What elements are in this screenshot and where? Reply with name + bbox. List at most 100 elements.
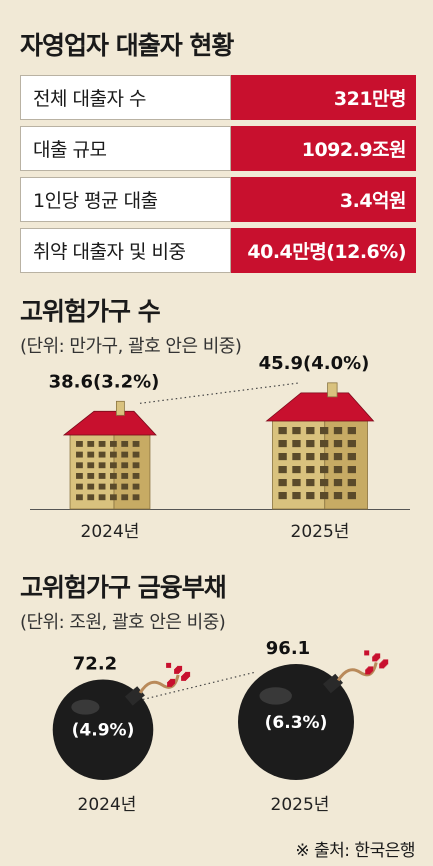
house-window (98, 440, 106, 447)
summary-label: 대출 규모 (20, 126, 231, 171)
households-chart: 38.6(3.2%) 2024년 45.9(4.0%) 2025년 (30, 355, 410, 542)
house-window (333, 453, 343, 461)
house-window (76, 451, 83, 458)
house-chimney (327, 382, 338, 398)
page-title: 자영업자 대출자 현황 (20, 31, 234, 60)
house-window (333, 427, 343, 435)
house-window (110, 440, 117, 447)
house-window (347, 440, 356, 448)
house-window (121, 451, 129, 458)
data-label: 38.6(3.2%) (49, 371, 160, 392)
house-window (306, 453, 315, 461)
summary-value: 321만명 (231, 75, 416, 120)
house-window (306, 466, 315, 474)
house-window (87, 494, 95, 501)
data-label: 72.2 (73, 653, 117, 674)
house-window (306, 479, 315, 487)
house-window (87, 440, 95, 447)
house-bar (62, 400, 157, 510)
trend-connector (139, 382, 301, 404)
house-window (98, 472, 106, 479)
share-label: (6.3%) (265, 713, 328, 733)
house-window (347, 492, 356, 500)
spark-pixel (364, 650, 370, 656)
house-window (132, 462, 140, 469)
bomb-bar (52, 662, 191, 780)
house-window (87, 472, 95, 479)
house-window (98, 483, 106, 490)
house-window (333, 492, 343, 500)
house-window (76, 462, 83, 469)
summary-label: 취약 대출자 및 비중 (20, 228, 231, 273)
summary-label: 전체 대출자 수 (20, 75, 231, 120)
spark-pixel (185, 671, 191, 677)
house-window (320, 492, 329, 500)
house-wall-side (113, 434, 151, 510)
house-window (132, 494, 140, 501)
spark-pixel (383, 659, 389, 665)
house-window (87, 483, 95, 490)
debt-chart: (4.9%) 72.2 2024년 (6.3%) 96.1 2025년 (52, 638, 389, 815)
house-window (76, 472, 83, 479)
house-window (292, 479, 301, 487)
bomb-bar (238, 650, 389, 780)
share-label: (4.9%) (72, 721, 135, 741)
spark-pixel (166, 662, 172, 668)
house-window (292, 427, 301, 435)
house-window (320, 440, 329, 448)
house-window (76, 440, 83, 447)
house-window (320, 479, 329, 487)
house-window (347, 466, 356, 474)
debt-chart-title: 고위험가구 금융부채 (20, 573, 227, 602)
spark-pixel (375, 653, 381, 659)
summary-value: 40.4만명(12.6%) (231, 228, 416, 273)
house-window (347, 453, 356, 461)
house-window (278, 466, 287, 474)
summary-row: 1인당 평균 대출 3.4억원 (20, 177, 416, 222)
summary-row: 전체 대출자 수 321만명 (20, 75, 416, 120)
house-window (132, 440, 140, 447)
house-window (278, 440, 287, 448)
house-window (333, 440, 343, 448)
house-window (320, 427, 329, 435)
house-wall-side (324, 420, 368, 510)
house-window (278, 492, 287, 500)
house-window (98, 451, 106, 458)
households-chart-unit: (단위: 만가구, 괄호 안은 비중) (20, 336, 242, 357)
house-window (347, 479, 356, 487)
bomb-highlight (71, 699, 100, 715)
x-tick-label: 2024년 (81, 522, 140, 542)
house-window (87, 451, 95, 458)
house-window (76, 483, 83, 490)
house-window (333, 466, 343, 474)
house-window (132, 451, 140, 458)
house-window (278, 427, 287, 435)
house-window (292, 492, 301, 500)
summary-table: 전체 대출자 수 321만명 대출 규모 1092.9조원 1인당 평균 대출 … (20, 75, 416, 279)
house-roof (265, 392, 375, 422)
spark-pixel (170, 678, 176, 684)
house-window (278, 479, 287, 487)
x-tick-label: 2024년 (78, 795, 137, 815)
house-window (306, 492, 315, 500)
house-window (347, 427, 356, 435)
house-window (98, 494, 106, 501)
summary-row: 취약 대출자 및 비중 40.4만명(12.6%) (20, 228, 416, 273)
house-window (110, 472, 117, 479)
house-roof (62, 410, 157, 436)
data-label: 96.1 (266, 638, 310, 659)
house-window (333, 479, 343, 487)
summary-label: 1인당 평균 대출 (20, 177, 231, 222)
house-bar (265, 382, 375, 510)
spark-pixel (368, 666, 374, 672)
spark-pixel (177, 665, 183, 671)
house-chimney (115, 400, 125, 416)
trend-connector (142, 671, 257, 701)
house-window (132, 483, 140, 490)
house-window (76, 494, 83, 501)
summary-row: 대출 규모 1092.9조원 (20, 126, 416, 171)
x-tick-label: 2025년 (271, 795, 330, 815)
summary-value: 3.4억원 (231, 177, 416, 222)
house-window (98, 462, 106, 469)
house-window (306, 427, 315, 435)
